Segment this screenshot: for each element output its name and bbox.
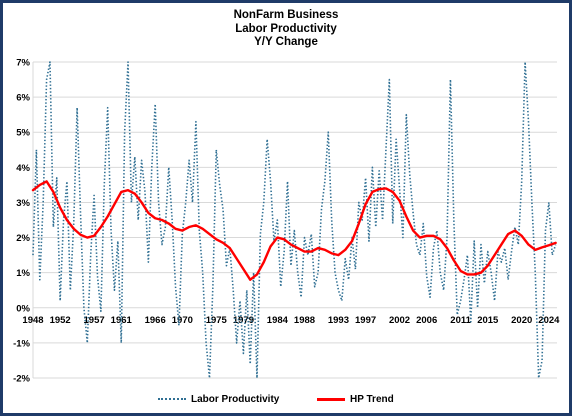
x-tick-label: 2006 xyxy=(416,315,437,326)
chart-subtitle-line-2: Y/Y Change xyxy=(254,36,318,48)
legend-item-hp-trend: HP Trend xyxy=(317,392,394,406)
legend-label: HP Trend xyxy=(350,393,394,405)
legend-item-labor-productivity: Labor Productivity xyxy=(158,392,279,406)
labor-productivity-line xyxy=(32,61,557,379)
x-tick-label: 1997 xyxy=(355,315,376,326)
y-tick-label: 4% xyxy=(16,163,30,174)
x-tick-label: 2024 xyxy=(538,315,560,326)
legend: Labor Productivity HP Trend xyxy=(0,392,572,406)
x-tick-label: 1984 xyxy=(267,315,289,326)
legend-label: Labor Productivity xyxy=(191,393,280,405)
y-axis-tick-labels: -2% -1% 0% 1% 2% 3% 4% 5% 6% 7% xyxy=(13,58,30,385)
x-axis-tick-labels: 1948 1952 1957 1961 1966 1970 1975 1979 1984 1988… xyxy=(22,315,560,326)
series-lines xyxy=(31,61,557,379)
x-tick-label: 1966 xyxy=(145,315,166,326)
y-tick-label: 3% xyxy=(16,198,30,209)
y-tick-label: 1% xyxy=(16,268,30,279)
y-tick-label: 7% xyxy=(16,58,30,69)
chart-subtitle-line-1: Labor Productivity xyxy=(235,22,337,35)
y-tick-label: 0% xyxy=(16,303,30,314)
y-tick-label: 6% xyxy=(16,93,30,104)
y-tick-label: 2% xyxy=(16,233,30,244)
x-tick-label: 1993 xyxy=(328,315,349,326)
y-tick-label: -1% xyxy=(13,338,30,349)
gridlines xyxy=(32,61,557,379)
legend-swatch-dotted xyxy=(158,398,186,400)
x-tick-label: 1952 xyxy=(50,315,71,326)
legend-swatch-solid xyxy=(317,397,345,401)
x-tick-label: 1970 xyxy=(172,315,193,326)
x-tick-label: 2011 xyxy=(450,315,471,326)
y-tick-label: 5% xyxy=(16,128,30,139)
x-tick-label: 1975 xyxy=(206,315,228,326)
x-tick-label: 1948 xyxy=(22,315,43,326)
x-tick-label: 2015 xyxy=(477,315,499,326)
hp-trend-line xyxy=(31,180,557,281)
x-tick-label: 2002 xyxy=(389,315,410,326)
x-tick-label: 2020 xyxy=(511,315,532,326)
chart-titles: NonFarm Business Labor Productivity Y/Y … xyxy=(0,9,572,50)
chart-title: NonFarm Business xyxy=(233,9,339,21)
x-tick-label: 1988 xyxy=(294,315,315,326)
x-tick-label: 1979 xyxy=(233,315,254,326)
x-tick-label: 1957 xyxy=(84,315,105,326)
y-tick-label: -2% xyxy=(13,374,30,385)
